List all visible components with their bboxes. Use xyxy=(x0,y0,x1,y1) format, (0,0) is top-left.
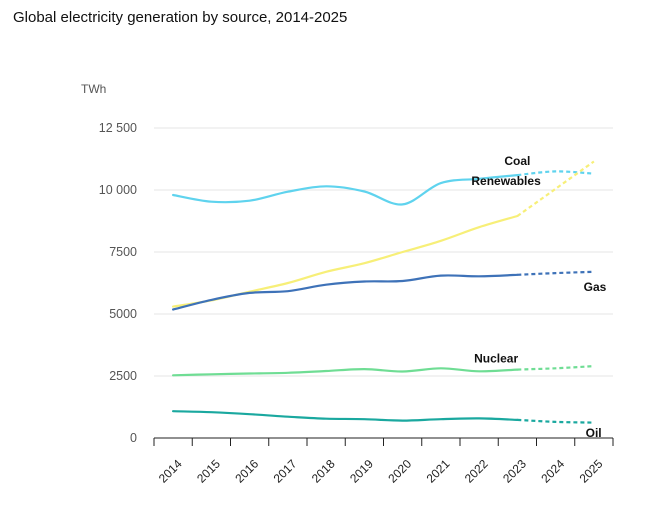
series-lines xyxy=(172,160,595,424)
y-tick-label: 2500 xyxy=(109,369,137,383)
series-line-renewables xyxy=(172,214,519,308)
series-label-gas: Gas xyxy=(584,280,607,294)
x-tick-label: 2025 xyxy=(577,457,606,486)
y-tick-label: 10 000 xyxy=(99,183,137,197)
x-tick-label: 2022 xyxy=(462,457,491,486)
series-line-coal xyxy=(172,174,519,206)
x-tick-label: 2023 xyxy=(500,457,529,486)
y-tick-label: 5000 xyxy=(109,307,137,321)
series-line-oil xyxy=(172,410,519,422)
y-tick-label: 7500 xyxy=(109,245,137,259)
series-line-gas xyxy=(172,273,519,311)
axes: TWh 0 2500 5000 7500 10 000 12 500 2014 2015 2016… xyxy=(81,82,614,486)
series-line-nuclear xyxy=(172,367,519,377)
x-tick-label: 2019 xyxy=(347,457,376,486)
x-tick-label: 2017 xyxy=(271,457,300,486)
series-labels: Coal Renewables Gas Nuclear Oil xyxy=(471,154,606,440)
series-projection-renewables xyxy=(516,160,595,217)
series-projection-coal xyxy=(517,170,594,177)
y-tick-label: 0 xyxy=(130,431,137,445)
gridlines xyxy=(154,127,613,377)
series-projection-nuclear xyxy=(517,365,594,371)
series-projection-oil xyxy=(517,418,594,424)
chart-title: Global electricity generation by source,… xyxy=(13,9,348,26)
series-label-nuclear: Nuclear xyxy=(474,351,518,365)
x-tick-label: 2016 xyxy=(232,457,261,486)
series-label-coal: Coal xyxy=(504,154,530,168)
x-tick-label: 2018 xyxy=(309,457,338,486)
x-tick-label: 2014 xyxy=(156,457,185,486)
y-axis-unit-label: TWh xyxy=(81,82,106,96)
series-label-oil: Oil xyxy=(586,426,602,440)
y-tick-label: 12 500 xyxy=(99,121,137,135)
series-projection-gas xyxy=(517,270,594,276)
x-tick-label: 2024 xyxy=(538,457,567,486)
series-label-renewables: Renewables xyxy=(471,174,541,188)
x-tick-label: 2021 xyxy=(424,457,453,486)
x-tick-label: 2015 xyxy=(194,457,223,486)
x-tick-label: 2020 xyxy=(385,457,414,486)
